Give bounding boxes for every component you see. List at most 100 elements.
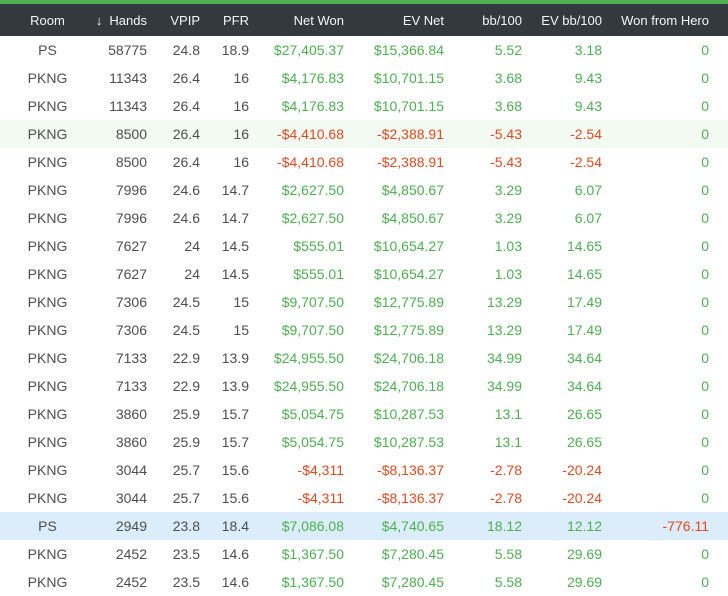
cell-pfr: 14.7 — [221, 210, 249, 226]
cell-ev-bb-100: -2.54 — [570, 154, 602, 170]
column-header-pfr[interactable]: PFR — [210, 4, 259, 36]
cell-vpip: 23.5 — [172, 546, 200, 562]
column-header-bb-100[interactable]: bb/100 — [454, 4, 532, 36]
cell-net-won: -$4,311 — [297, 490, 344, 506]
cell-won-from-hero: 0 — [701, 70, 709, 86]
column-header-ev-bb-100[interactable]: EV bb/100 — [532, 4, 612, 36]
table-row[interactable]: PKNG 7627 24 14.5 $555.01 $10,654.27 1.03 14.65… — [0, 260, 728, 288]
cell-ev-bb-100: 3.18 — [574, 42, 602, 58]
table-row[interactable]: PS 58775 24.8 18.9 $27,405.37 $15,366.84 5.52 3… — [0, 36, 728, 64]
header-row: Room ↓ Hands VPIP PFR Net Won EV Net bb/1… — [0, 4, 728, 36]
column-header-won-from-hero[interactable]: Won from Hero — [612, 4, 728, 36]
cell-bb-100: 5.58 — [494, 574, 522, 590]
table-row[interactable]: PKNG 3044 25.7 15.6 -$4,311 -$8,136.37 -2.78 -2… — [0, 484, 728, 512]
cell-net-won: $555.01 — [293, 238, 344, 254]
cell-ev-net: $10,654.27 — [373, 238, 444, 254]
cell-vpip: 24.5 — [172, 294, 200, 310]
cell-room: PKNG — [27, 238, 68, 254]
cell-net-won: $1,367.50 — [281, 574, 344, 590]
table-row[interactable]: PKNG 11343 26.4 16 $4,176.83 $10,701.15 3.68 9.… — [0, 92, 728, 120]
table-row[interactable]: PKNG 11343 26.4 16 $4,176.83 $10,701.15 3.68 9.… — [0, 64, 728, 92]
cell-won-from-hero: 0 — [701, 42, 709, 58]
cell-ev-bb-100: 34.64 — [566, 350, 602, 366]
cell-net-won: $9,707.50 — [281, 294, 344, 310]
cell-vpip: 24.8 — [172, 42, 200, 58]
cell-ev-net: $10,654.27 — [373, 266, 444, 282]
cell-hands: 2949 — [115, 518, 147, 534]
cell-net-won: $7,086.08 — [281, 518, 344, 534]
cell-won-from-hero: 0 — [701, 210, 709, 226]
table-row[interactable]: PKNG 7306 24.5 15 $9,707.50 $12,775.89 13.29 17… — [0, 288, 728, 316]
cell-ev-bb-100: 12.12 — [566, 518, 602, 534]
cell-won-from-hero: 0 — [701, 378, 709, 394]
table-row[interactable]: PKNG 7133 22.9 13.9 $24,955.50 $24,706.18 34.9… — [0, 372, 728, 400]
column-header-ev-net[interactable]: EV Net — [354, 4, 454, 36]
cell-bb-100: 13.29 — [486, 322, 522, 338]
table-row[interactable]: PKNG 7627 24 14.5 $555.01 $10,654.27 1.03 14.65… — [0, 232, 728, 260]
cell-pfr: 16 — [233, 98, 249, 114]
cell-vpip: 24.6 — [172, 182, 200, 198]
cell-hands: 7133 — [115, 350, 147, 366]
cell-bb-100: 34.99 — [486, 378, 522, 394]
cell-ev-bb-100: 26.65 — [566, 434, 602, 450]
cell-hands: 2452 — [115, 574, 147, 590]
cell-net-won: $2,627.50 — [281, 182, 344, 198]
cell-room: PKNG — [27, 490, 68, 506]
cell-hands: 3860 — [115, 406, 147, 422]
cell-hands: 7306 — [115, 294, 147, 310]
cell-won-from-hero: -776.11 — [662, 518, 709, 534]
cell-vpip: 26.4 — [172, 98, 200, 114]
cell-ev-bb-100: 34.64 — [566, 378, 602, 394]
cell-won-from-hero: 0 — [701, 266, 709, 282]
cell-net-won: $9,707.50 — [281, 322, 344, 338]
cell-ev-net: $12,775.89 — [373, 322, 444, 338]
cell-room: PKNG — [27, 266, 68, 282]
cell-ev-net: -$8,136.37 — [377, 490, 444, 506]
cell-vpip: 24 — [184, 266, 200, 282]
cell-ev-net: $4,850.67 — [381, 210, 444, 226]
cell-vpip: 24.6 — [172, 210, 200, 226]
cell-net-won: $5,054.75 — [281, 434, 344, 450]
cell-bb-100: 3.68 — [494, 70, 522, 86]
cell-room: PKNG — [27, 210, 68, 226]
cell-won-from-hero: 0 — [701, 546, 709, 562]
cell-ev-net: -$2,388.91 — [377, 126, 444, 142]
cell-hands: 3044 — [115, 490, 147, 506]
cell-won-from-hero: 0 — [701, 350, 709, 366]
cell-vpip: 22.9 — [172, 378, 200, 394]
cell-pfr: 18.9 — [221, 42, 249, 58]
sort-descending-icon: ↓ — [95, 12, 103, 28]
cell-ev-bb-100: 9.43 — [574, 98, 602, 114]
cell-pfr: 16 — [233, 154, 249, 170]
cell-vpip: 24 — [184, 238, 200, 254]
cell-bb-100: 1.03 — [494, 238, 522, 254]
cell-ev-net: $10,287.53 — [373, 406, 444, 422]
table-row[interactable]: PS 2949 23.8 18.4 $7,086.08 $4,740.65 18.12 12.… — [0, 512, 728, 540]
table-row[interactable]: PKNG 3044 25.7 15.6 -$4,311 -$8,136.37 -2.78 -2… — [0, 456, 728, 484]
column-header-net-won[interactable]: Net Won — [259, 4, 354, 36]
table-row[interactable]: PKNG 7306 24.5 15 $9,707.50 $12,775.89 13.29 17… — [0, 316, 728, 344]
cell-hands: 11343 — [109, 70, 147, 86]
table-row[interactable]: PKNG 7133 22.9 13.9 $24,955.50 $24,706.18 34.9… — [0, 344, 728, 372]
cell-hands: 7133 — [115, 378, 147, 394]
cell-hands: 7996 — [115, 182, 147, 198]
table-row[interactable]: PKNG 2452 23.5 14.6 $1,367.50 $7,280.45 5.58 29… — [0, 568, 728, 596]
cell-won-from-hero: 0 — [701, 322, 709, 338]
cell-won-from-hero: 0 — [701, 154, 709, 170]
cell-room: PKNG — [27, 462, 68, 478]
cell-hands: 8500 — [115, 154, 147, 170]
table-row[interactable]: PKNG 3860 25.9 15.7 $5,054.75 $10,287.53 13.1 2… — [0, 400, 728, 428]
table-row[interactable]: PKNG 2452 23.5 14.6 $1,367.50 $7,280.45 5.58 29… — [0, 540, 728, 568]
table-row[interactable]: PKNG 8500 26.4 16 -$4,410.68 -$2,388.91 -5.43 -… — [0, 148, 728, 176]
table-row[interactable]: PKNG 7996 24.6 14.7 $2,627.50 $4,850.67 3.29 6.… — [0, 204, 728, 232]
table-row[interactable]: PKNG 7996 24.6 14.7 $2,627.50 $4,850.67 3.29 6.… — [0, 176, 728, 204]
column-header-hands[interactable]: ↓ Hands — [95, 4, 157, 36]
cell-room: PKNG — [27, 574, 68, 590]
cell-won-from-hero: 0 — [701, 98, 709, 114]
column-header-room[interactable]: Room — [0, 4, 95, 36]
cell-hands: 3044 — [115, 462, 147, 478]
table-row[interactable]: PKNG 8500 26.4 16 -$4,410.68 -$2,388.91 -5.43 -… — [0, 120, 728, 148]
table-row[interactable]: PKNG 3860 25.9 15.7 $5,054.75 $10,287.53 13.1 2… — [0, 428, 728, 456]
cell-vpip: 23.5 — [172, 574, 200, 590]
column-header-vpip[interactable]: VPIP — [157, 4, 210, 36]
